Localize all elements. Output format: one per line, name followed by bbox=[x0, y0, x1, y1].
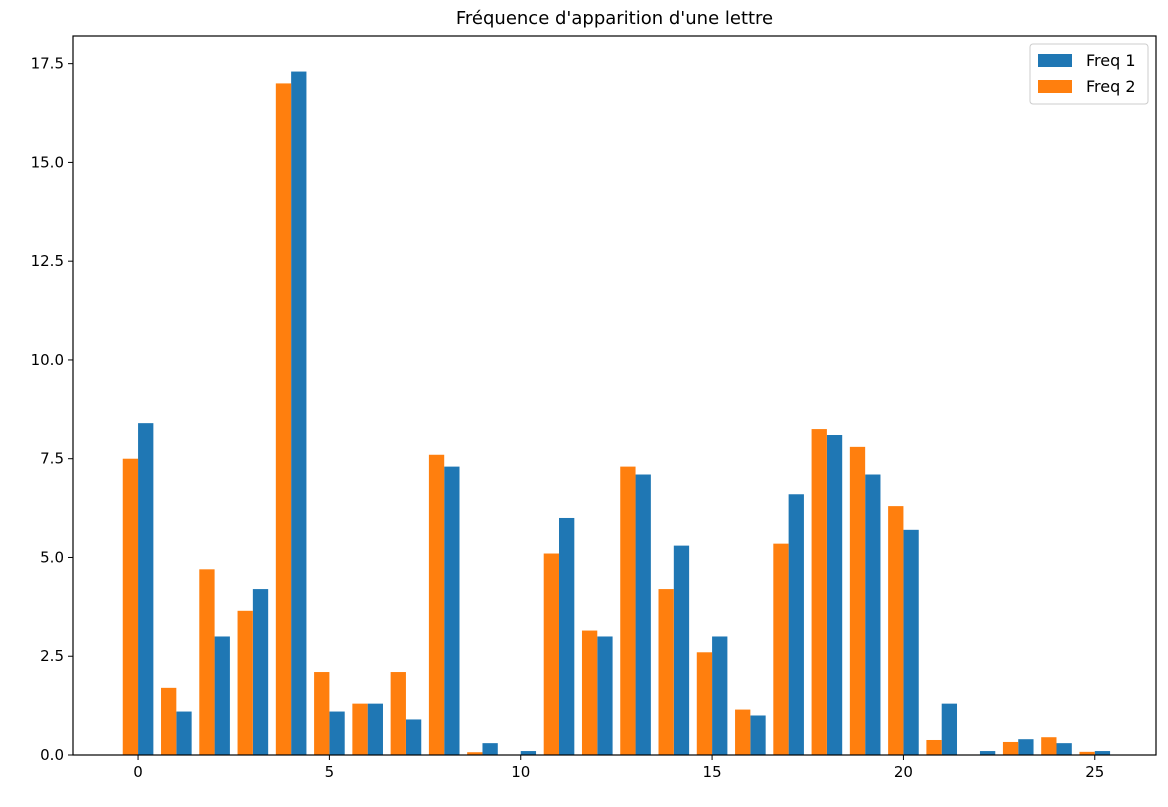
bar-freq-1-25 bbox=[1094, 751, 1111, 755]
plot-frame bbox=[72, 35, 1157, 756]
bar-freq-2-11 bbox=[543, 553, 560, 755]
bar-freq-1-8 bbox=[444, 466, 460, 755]
bar-freq-2-16 bbox=[735, 709, 751, 755]
bar-freq-1-7 bbox=[405, 719, 422, 755]
y-tick-label: 12.5 bbox=[31, 252, 64, 270]
legend-label: Freq 2 bbox=[1086, 77, 1136, 96]
bar-freq-2-24 bbox=[1041, 737, 1057, 755]
bar-freq-1-1 bbox=[176, 711, 192, 755]
bar-freq-2-13 bbox=[620, 466, 636, 755]
legend-label: Freq 1 bbox=[1086, 51, 1136, 70]
y-tick-label: 10.0 bbox=[31, 351, 64, 369]
y-axis: 0.0 2.5 5.0 7.5 10.0 12.5 15.0 17.5 bbox=[31, 55, 73, 764]
bar-freq-1-17 bbox=[788, 494, 804, 755]
bar-freq-2-8 bbox=[428, 454, 445, 755]
bars-layer bbox=[122, 71, 1111, 756]
legend: Freq 1 Freq 2 bbox=[1029, 43, 1149, 105]
bar-freq-2-4 bbox=[275, 83, 292, 755]
bar-freq-2-23 bbox=[1002, 741, 1019, 755]
bar-freq-1-23 bbox=[1018, 739, 1034, 755]
bar-freq-1-6 bbox=[367, 703, 383, 755]
x-tick-label: 20 bbox=[894, 763, 913, 781]
bar-freq-1-20 bbox=[903, 529, 919, 755]
bar-freq-2-7 bbox=[390, 672, 406, 755]
bar-freq-2-3 bbox=[237, 610, 253, 755]
bar-freq-1-4 bbox=[291, 71, 307, 756]
bar-freq-2-19 bbox=[849, 446, 866, 755]
bar-freq-1-15 bbox=[712, 636, 728, 755]
legend-swatch-freq-2 bbox=[1038, 80, 1072, 93]
chart-title: Fréquence d'apparition d'une lettre bbox=[456, 8, 773, 29]
legend-swatch-freq-1 bbox=[1038, 54, 1072, 67]
x-tick-label: 15 bbox=[703, 763, 722, 781]
bar-freq-1-10 bbox=[520, 751, 537, 755]
bar-freq-1-11 bbox=[559, 517, 575, 755]
bar-freq-1-0 bbox=[138, 423, 154, 755]
y-tick-label: 17.5 bbox=[31, 55, 64, 73]
y-tick-label: 15.0 bbox=[31, 153, 64, 171]
bar-freq-2-18 bbox=[811, 429, 827, 755]
bar-freq-1-9 bbox=[482, 743, 498, 755]
bar-freq-1-12 bbox=[597, 636, 613, 755]
bar-freq-2-17 bbox=[773, 543, 789, 755]
bar-freq-2-5 bbox=[314, 672, 330, 755]
bar-freq-2-21 bbox=[926, 739, 942, 755]
bar-freq-1-13 bbox=[635, 474, 651, 755]
x-tick-label: 10 bbox=[511, 763, 530, 781]
bar-freq-1-16 bbox=[750, 715, 766, 755]
bar-freq-2-25 bbox=[1079, 751, 1095, 755]
bar-freq-2-6 bbox=[352, 703, 368, 755]
bar-freq-1-24 bbox=[1056, 743, 1072, 755]
bar-freq-2-1 bbox=[161, 687, 177, 755]
bar-freq-1-2 bbox=[214, 636, 230, 755]
x-tick-label: 5 bbox=[325, 763, 335, 781]
bar-freq-2-2 bbox=[199, 569, 215, 755]
bar-freq-2-20 bbox=[888, 506, 904, 755]
x-axis: 0 5 10 15 20 25 bbox=[133, 755, 1104, 781]
bar-freq-1-18 bbox=[826, 435, 843, 755]
bar-freq-2-15 bbox=[696, 652, 713, 755]
bar-freq-1-3 bbox=[252, 589, 269, 755]
x-tick-label: 0 bbox=[133, 763, 143, 781]
bar-freq-2-0 bbox=[122, 458, 139, 755]
bar-freq-2-12 bbox=[581, 630, 598, 755]
bar-freq-1-22 bbox=[979, 751, 996, 755]
y-tick-label: 0.0 bbox=[40, 746, 64, 764]
bar-freq-2-14 bbox=[658, 589, 674, 755]
bar-freq-1-19 bbox=[865, 474, 881, 755]
bar-freq-2-9 bbox=[467, 752, 483, 755]
y-tick-label: 5.0 bbox=[40, 548, 64, 566]
bar-freq-1-5 bbox=[329, 711, 345, 755]
y-tick-label: 2.5 bbox=[40, 647, 64, 665]
y-tick-label: 7.5 bbox=[40, 450, 64, 468]
x-tick-label: 25 bbox=[1085, 763, 1104, 781]
bar-freq-1-14 bbox=[673, 545, 690, 755]
bar-freq-1-21 bbox=[941, 703, 958, 755]
